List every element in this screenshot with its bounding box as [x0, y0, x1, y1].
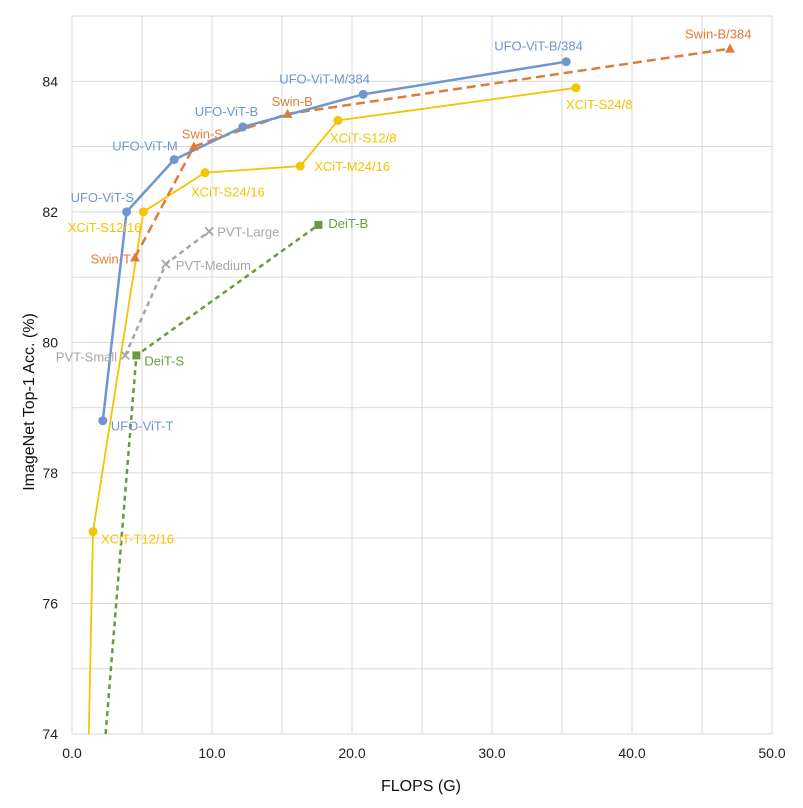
y-tick-label: 82 [42, 204, 58, 220]
data-label: PVT-Medium [176, 258, 251, 273]
data-point [188, 141, 199, 151]
data-label: XCiT-S12/8 [330, 130, 396, 145]
x-tick-label: 30.0 [478, 745, 505, 761]
y-tick-label: 78 [42, 465, 58, 481]
data-label: Swin-S [182, 127, 224, 142]
x-tick-label: 20.0 [338, 745, 365, 761]
data-label: XCiT-M24/16 [314, 159, 390, 174]
data-point [204, 226, 214, 237]
data-point [314, 220, 323, 229]
data-point [725, 43, 735, 53]
data-label: PVT-Small [56, 349, 118, 364]
data-point [295, 161, 305, 171]
data-label: XCiT-T12/16 [101, 532, 174, 547]
series-line [87, 86, 577, 735]
data-point [132, 351, 141, 360]
x-axis-title: FLOPS (G) [381, 778, 461, 795]
y-tick-label: 84 [42, 73, 58, 89]
y-axis-title: ImageNet Top-1 Acc. (%) [21, 313, 38, 491]
data-point [333, 115, 343, 125]
x-tick-label: 40.0 [618, 745, 645, 761]
data-label: Swin-B [272, 94, 313, 109]
data-label: UFO-ViT-S [71, 190, 135, 205]
data-point [282, 108, 293, 118]
data-label: Swin-B/384 [685, 27, 751, 42]
data-label: UFO-ViT-T [111, 419, 174, 434]
point-labels: XCiT-T12/16 XCiT-S12/16 XCiT-S24/16 XCiT-M2… [56, 27, 752, 547]
data-point [238, 122, 248, 132]
data-point [561, 57, 571, 67]
data-label: UFO-ViT-B/384 [494, 39, 583, 54]
series-lines [87, 47, 731, 735]
data-point [571, 83, 581, 93]
y-tick-label: 80 [42, 334, 58, 350]
data-label: XCiT-S24/16 [191, 185, 265, 200]
data-point [169, 155, 179, 165]
series-markers [88, 43, 735, 537]
data-label: XCiT-S12/16 [68, 220, 142, 235]
data-point [98, 416, 108, 426]
y-tick-label: 76 [42, 595, 58, 611]
data-label: DeiT-S [144, 353, 184, 368]
x-tick-label: 10.0 [198, 745, 225, 761]
data-point [138, 207, 148, 217]
series-line [101, 60, 567, 421]
data-label: PVT-Large [217, 224, 279, 239]
data-point [200, 168, 210, 178]
tick-labels: 0.0 10.0 20.0 30.0 40.0 50.0 74 76 78 80 82 84 [42, 73, 785, 761]
data-label: Swin-T [91, 252, 132, 267]
data-label: UFO-ViT-M/384 [279, 71, 370, 86]
data-label: UFO-ViT-M [112, 139, 177, 154]
data-point [161, 259, 171, 269]
data-point [88, 527, 98, 537]
grid [71, 15, 773, 735]
data-point [130, 252, 140, 262]
y-tick-label: 74 [42, 726, 58, 742]
data-point [122, 207, 132, 217]
data-label: UFO-ViT-B [195, 104, 258, 119]
data-point [358, 89, 368, 99]
x-tick-label: 50.0 [758, 745, 785, 761]
data-point [120, 350, 130, 361]
x-tick-label: 0.0 [62, 745, 82, 761]
data-label: XCiT-S24/8 [566, 97, 632, 112]
data-label: DeiT-B [328, 216, 368, 231]
